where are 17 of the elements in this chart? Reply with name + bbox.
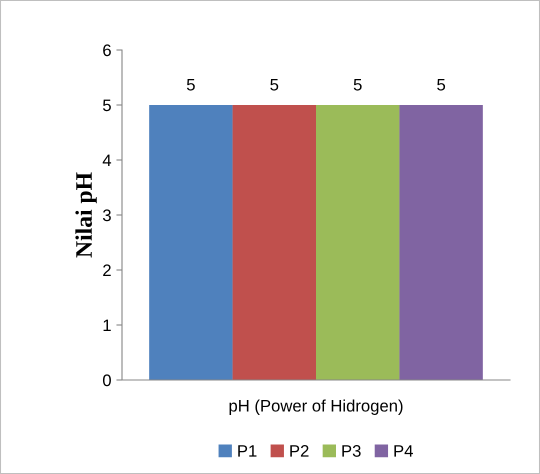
y-tick-label: 1 — [104, 320, 111, 332]
x-tick-label: pH (Power of Hidrogen) — [230, 399, 403, 415]
y-tick-label: 4 — [102, 154, 112, 166]
legend-label: P3 — [342, 445, 361, 457]
y-tick-label: 2 — [103, 264, 111, 276]
y-axis-title: Nilai pH — [75, 172, 97, 258]
legend-label: P2 — [290, 445, 308, 457]
y-tick-label: 0 — [102, 374, 111, 386]
data-label: 5 — [354, 78, 362, 91]
y-tick-label: 6 — [103, 44, 111, 56]
y-tick-label: 3 — [102, 209, 111, 222]
legend-label: P4 — [394, 445, 413, 457]
data-label: 5 — [270, 78, 278, 91]
data-label: 5 — [437, 78, 446, 91]
legend-label: P1 — [238, 445, 256, 457]
y-tick-label: 5 — [102, 100, 111, 112]
data-label: 5 — [186, 78, 195, 91]
